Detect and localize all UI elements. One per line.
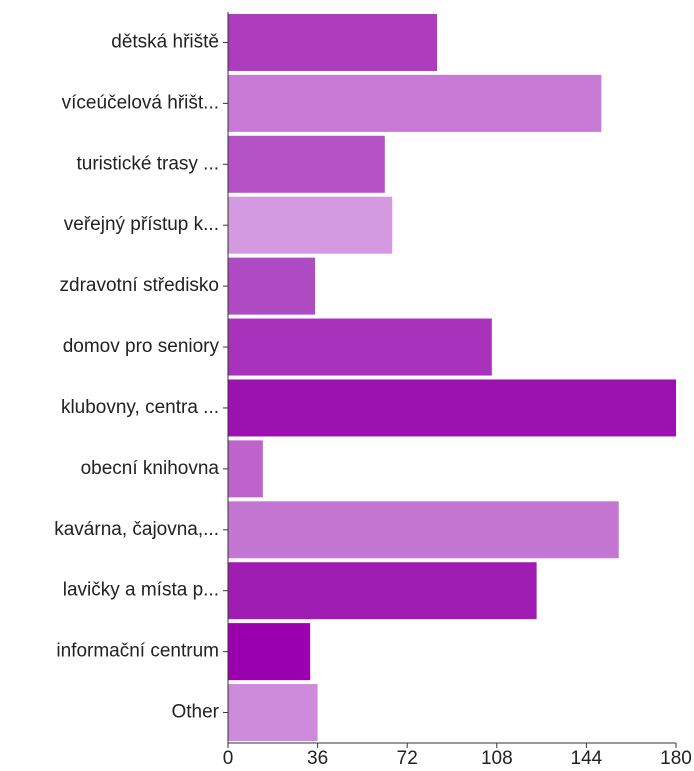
category-label: turistické trasy ... <box>76 153 219 174</box>
bar <box>228 257 316 315</box>
x-tick-label: 36 <box>307 748 328 769</box>
bar <box>228 501 619 559</box>
category-label: veřejný přístup k... <box>64 214 219 235</box>
category-label: klubovny, centra ... <box>61 397 219 418</box>
x-tick-label: 144 <box>571 748 603 769</box>
category-label: Other <box>171 702 219 723</box>
tick-labels: 0 36 72 108 144 180 <box>223 743 692 769</box>
bar <box>228 135 385 193</box>
bar <box>228 13 438 71</box>
category-label: informační centrum <box>56 641 219 662</box>
category-label: dětská hřiště <box>111 31 219 52</box>
bar <box>228 196 393 254</box>
x-tick-label: 108 <box>481 748 513 769</box>
category-labels: dětská hřiště víceúčelová hřišt... turisti… <box>54 31 228 723</box>
bar <box>228 684 318 742</box>
bar <box>228 318 492 376</box>
bar <box>228 562 537 620</box>
category-label: obecní knihovna <box>81 458 220 479</box>
category-label: kavárna, čajovna,... <box>54 519 219 540</box>
category-label: víceúčelová hřišt... <box>62 92 219 113</box>
category-label: zdravotní středisko <box>60 275 219 296</box>
x-tick-label: 0 <box>223 748 234 769</box>
category-label: domov pro seniory <box>63 336 220 357</box>
bar <box>228 440 263 498</box>
x-tick-label: 72 <box>397 748 418 769</box>
bars-group <box>228 13 676 742</box>
bar <box>228 623 311 681</box>
bar <box>228 379 676 437</box>
x-tick-label: 180 <box>660 748 692 769</box>
bar <box>228 74 602 132</box>
category-label: lavičky a místa p... <box>63 580 219 601</box>
